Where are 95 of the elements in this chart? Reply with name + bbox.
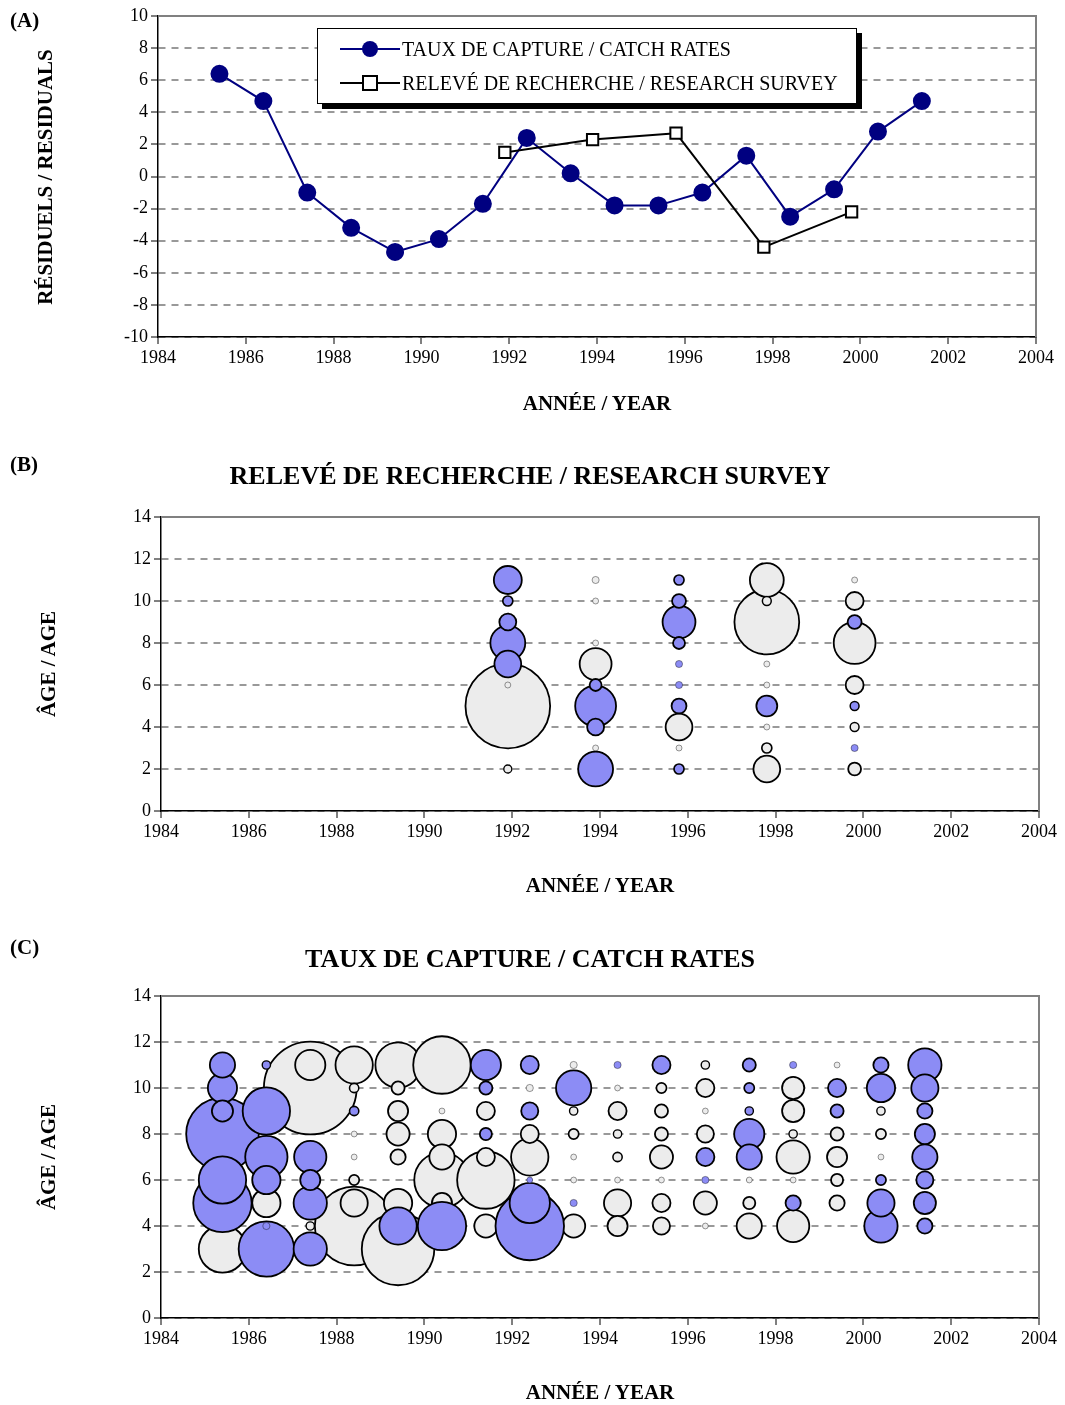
legend-label: RELEVÉ DE RECHERCHE / RESEARCH SURVEY: [402, 71, 838, 95]
point: [342, 218, 361, 237]
y-tick-label: 14: [133, 984, 151, 1005]
x-tick-label: 1994: [579, 346, 615, 367]
x-tick-label: 1984: [143, 1327, 179, 1348]
x-tick-label: 2002: [933, 820, 970, 841]
x-tick-label: 1986: [230, 820, 267, 841]
x-tick-label: 1998: [757, 820, 794, 841]
x-tick-label: 2000: [842, 346, 879, 367]
point: [386, 242, 405, 261]
point: [757, 240, 771, 254]
y-tick-label: 10: [133, 1076, 151, 1097]
y-tick-label: 2: [139, 133, 148, 154]
point: [561, 164, 580, 183]
x-tick-label: 1988: [318, 820, 355, 841]
point: [669, 126, 683, 140]
y-tick-label: -8: [133, 293, 148, 314]
chart-title: TAUX DE CAPTURE / CATCH RATES: [305, 944, 755, 974]
y-tick-label: 12: [133, 1030, 151, 1051]
y-tick-label: 0: [142, 1306, 151, 1327]
y-axis-title: ÂGE / AGE: [35, 610, 61, 718]
y-tick-label: 4: [142, 715, 151, 736]
x-tick-label: 1992: [494, 820, 531, 841]
x-tick-label: 1996: [669, 820, 706, 841]
y-tick-label: 4: [142, 1214, 151, 1235]
point: [298, 183, 317, 202]
y-tick-label: 8: [142, 631, 151, 652]
x-tick-label: 2000: [845, 820, 882, 841]
y-tick-label: 10: [130, 4, 148, 25]
y-axis-title: RÉSIDUELS / RESIDUALS: [32, 48, 58, 305]
x-tick-label: 1996: [666, 346, 703, 367]
text: (A): [10, 8, 40, 33]
x-tick-label: 1998: [757, 1327, 794, 1348]
x-tick-label: 2004: [1021, 820, 1057, 841]
point: [585, 132, 600, 147]
x-tick-label: 1992: [494, 1327, 531, 1348]
x-tick-label: 1998: [754, 346, 791, 367]
y-axis-title: ÂGE / AGE: [35, 1103, 61, 1211]
x-tick-label: 1990: [406, 820, 443, 841]
y-tick-label: 0: [139, 165, 148, 186]
x-tick-label: 2002: [930, 346, 967, 367]
y-tick-label: -10: [124, 325, 148, 346]
x-tick-label: 1984: [143, 820, 179, 841]
point: [429, 230, 448, 249]
legend-label: TAUX DE CAPTURE / CATCH RATES: [402, 37, 731, 61]
x-axis-title: ANNÉE / YEAR: [525, 1379, 675, 1405]
x-tick-label: 1988: [315, 346, 352, 367]
chart-title: RELEVÉ DE RECHERCHE / RESEARCH SURVEY: [229, 461, 831, 491]
point: [498, 145, 512, 160]
y-tick-label: 0: [142, 799, 151, 820]
point: [912, 92, 931, 111]
text: (B): [10, 452, 38, 477]
y-tick-label: 12: [133, 547, 151, 568]
x-tick-label: 1994: [582, 820, 618, 841]
x-tick-label: 2004: [1018, 346, 1054, 367]
y-tick-label: 8: [139, 36, 148, 57]
x-tick-label: 2004: [1021, 1327, 1057, 1348]
x-tick-label: 1986: [230, 1327, 267, 1348]
y-tick-label: -2: [133, 197, 148, 218]
y-tick-label: -6: [133, 261, 148, 282]
point: [868, 122, 887, 141]
x-tick-label: 1990: [406, 1327, 443, 1348]
x-tick-label: 1996: [669, 1327, 706, 1348]
point: [254, 92, 273, 111]
y-tick-label: 6: [142, 1168, 151, 1189]
x-tick-label: 1994: [582, 1327, 618, 1348]
point: [517, 128, 536, 147]
x-axis-title: ANNÉE / YEAR: [525, 872, 675, 898]
y-tick-label: 2: [142, 757, 151, 778]
point: [693, 183, 712, 202]
y-tick-label: 6: [139, 68, 148, 89]
x-tick-label: 1992: [491, 346, 528, 367]
point: [210, 64, 229, 83]
x-tick-label: 1990: [403, 346, 440, 367]
point: [737, 146, 756, 165]
x-tick-label: 1988: [318, 1327, 355, 1348]
point: [844, 205, 859, 219]
text: (C): [10, 935, 40, 960]
x-tick-label: 1986: [227, 346, 264, 367]
point: [781, 207, 800, 226]
x-tick-label: 1984: [140, 346, 176, 367]
point: [649, 196, 668, 215]
x-axis-title: ANNÉE / YEAR: [522, 390, 672, 416]
y-tick-label: 14: [133, 505, 151, 526]
y-tick-label: 4: [139, 101, 148, 122]
x-tick-label: 2000: [845, 1327, 882, 1348]
y-tick-label: 10: [133, 589, 151, 610]
point: [605, 196, 624, 215]
point: [825, 180, 844, 199]
y-tick-label: 8: [142, 1122, 151, 1143]
y-tick-label: -4: [133, 229, 148, 250]
y-tick-label: 6: [142, 673, 151, 694]
y-tick-label: 2: [142, 1260, 151, 1281]
x-tick-label: 2002: [933, 1327, 970, 1348]
point: [473, 194, 492, 213]
